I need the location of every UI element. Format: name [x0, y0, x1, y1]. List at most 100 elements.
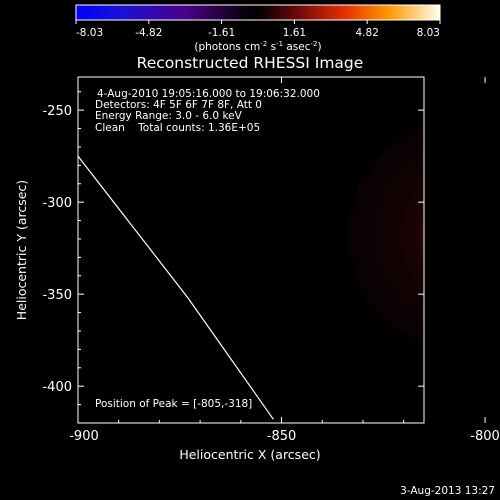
heatmap-cell: [393, 176, 398, 181]
heatmap-cell: [411, 266, 416, 271]
heatmap-cell: [366, 230, 371, 235]
heatmap-cell: [366, 261, 371, 267]
heatmap-cell: [415, 329, 421, 334]
heatmap-cell: [370, 207, 376, 213]
heatmap-cell: [420, 297, 424, 303]
plot-frame: [77, 76, 425, 424]
heatmap-cell: [393, 230, 398, 235]
y-axis-label: Heliocentric Y (arcsec): [14, 180, 29, 320]
heatmap-cell: [370, 230, 376, 235]
heatmap-cell: [388, 153, 394, 159]
heatmap-cell: [384, 171, 389, 177]
heatmap-cell: [411, 239, 416, 244]
heatmap-cell: [420, 239, 424, 244]
heatmap-cell: [366, 275, 371, 280]
heatmap-cell: [357, 234, 362, 240]
heatmap-cell: [420, 140, 424, 145]
heatmap-cell: [384, 252, 389, 258]
heatmap-cell: [361, 221, 367, 226]
heatmap-cell: [393, 189, 398, 195]
heatmap-cell: [370, 288, 376, 294]
heatmap-cell: [375, 230, 380, 235]
heatmap-cell: [388, 239, 394, 244]
heatmap-cell: [406, 144, 412, 150]
heatmap-cell: [393, 153, 398, 159]
heatmap-cell: [411, 194, 416, 199]
heatmap-cell: [357, 257, 362, 262]
heatmap-cell: [384, 297, 389, 303]
heatmap-cell: [393, 324, 398, 330]
heatmap-cell: [357, 261, 362, 267]
heatmap-cell: [397, 243, 403, 249]
heatmap-cell: [397, 306, 403, 312]
heatmap-cell: [411, 243, 416, 249]
heatmap-cell: [397, 144, 403, 150]
heatmap-cell: [357, 194, 362, 199]
heatmap-cell: [375, 221, 380, 226]
heatmap-cell: [393, 297, 398, 303]
heatmap-cell: [411, 252, 416, 258]
colorbar: [75, 4, 441, 21]
heatmap-cell: [375, 162, 380, 168]
heatmap-cell: [388, 234, 394, 240]
heatmap-cell: [406, 198, 412, 204]
heatmap-cell: [388, 302, 394, 307]
heatmap-cell: [357, 243, 362, 249]
heatmap-cell: [370, 284, 376, 289]
heatmap-cell: [361, 194, 367, 199]
heatmap-cell: [388, 315, 394, 321]
heatmap-cell: [397, 140, 403, 145]
heatmap-cell: [406, 158, 412, 163]
heatmap-cell: [415, 288, 421, 294]
heatmap-cell: [397, 194, 403, 199]
heatmap-cell: [411, 131, 416, 136]
heatmap-cell: [415, 171, 421, 177]
heatmap-cell: [366, 225, 371, 231]
heatmap-cell: [406, 279, 412, 285]
heatmap-cell: [357, 185, 362, 190]
heatmap-cell: [415, 167, 421, 172]
heatmap-cell: [411, 180, 416, 186]
heatmap-cell: [361, 234, 367, 240]
heatmap-cell: [420, 194, 424, 199]
heatmap-cell: [411, 176, 416, 181]
heatmap-cell: [379, 180, 385, 186]
heatmap-cell: [379, 275, 385, 280]
heatmap-cell: [384, 149, 389, 154]
heatmap-cell: [388, 288, 394, 294]
heatmap-cell: [361, 225, 367, 231]
heatmap-cell: [370, 261, 376, 267]
heatmap-cell: [361, 176, 367, 181]
heatmap-cell: [397, 216, 403, 222]
heatmap-cell: [420, 216, 424, 222]
heatmap-cell: [415, 135, 421, 141]
heatmap-cell: [379, 221, 385, 226]
heatmap-cell: [375, 293, 380, 298]
heatmap-cell: [402, 252, 407, 258]
heatmap-cell: [411, 288, 416, 294]
heatmap-cell: [397, 230, 403, 235]
heatmap-cell: [352, 243, 358, 249]
heatmap-cell: [357, 270, 362, 276]
heatmap-cell: [411, 207, 416, 213]
heatmap-cell: [375, 180, 380, 186]
heatmap-cell: [415, 252, 421, 258]
heatmap-cell: [388, 207, 394, 213]
heatmap-cell: [397, 315, 403, 321]
heatmap-cell: [411, 306, 416, 312]
heatmap-cell: [415, 338, 421, 343]
heatmap-cell: [357, 248, 362, 253]
heatmap-cell: [402, 162, 407, 168]
heatmap-cell: [393, 320, 398, 325]
heatmap-cell: [384, 194, 389, 199]
heatmap-cell: [397, 270, 403, 276]
heatmap-cell: [406, 257, 412, 262]
heatmap-cell: [379, 261, 385, 267]
heatmap-cell: [379, 302, 385, 307]
heatmap-cell: [366, 243, 371, 249]
heatmap-cell: [388, 185, 394, 190]
heatmap-cell: [379, 198, 385, 204]
heatmap-cell: [402, 306, 407, 312]
heatmap-cell: [397, 257, 403, 262]
heatmap-cell: [361, 198, 367, 204]
